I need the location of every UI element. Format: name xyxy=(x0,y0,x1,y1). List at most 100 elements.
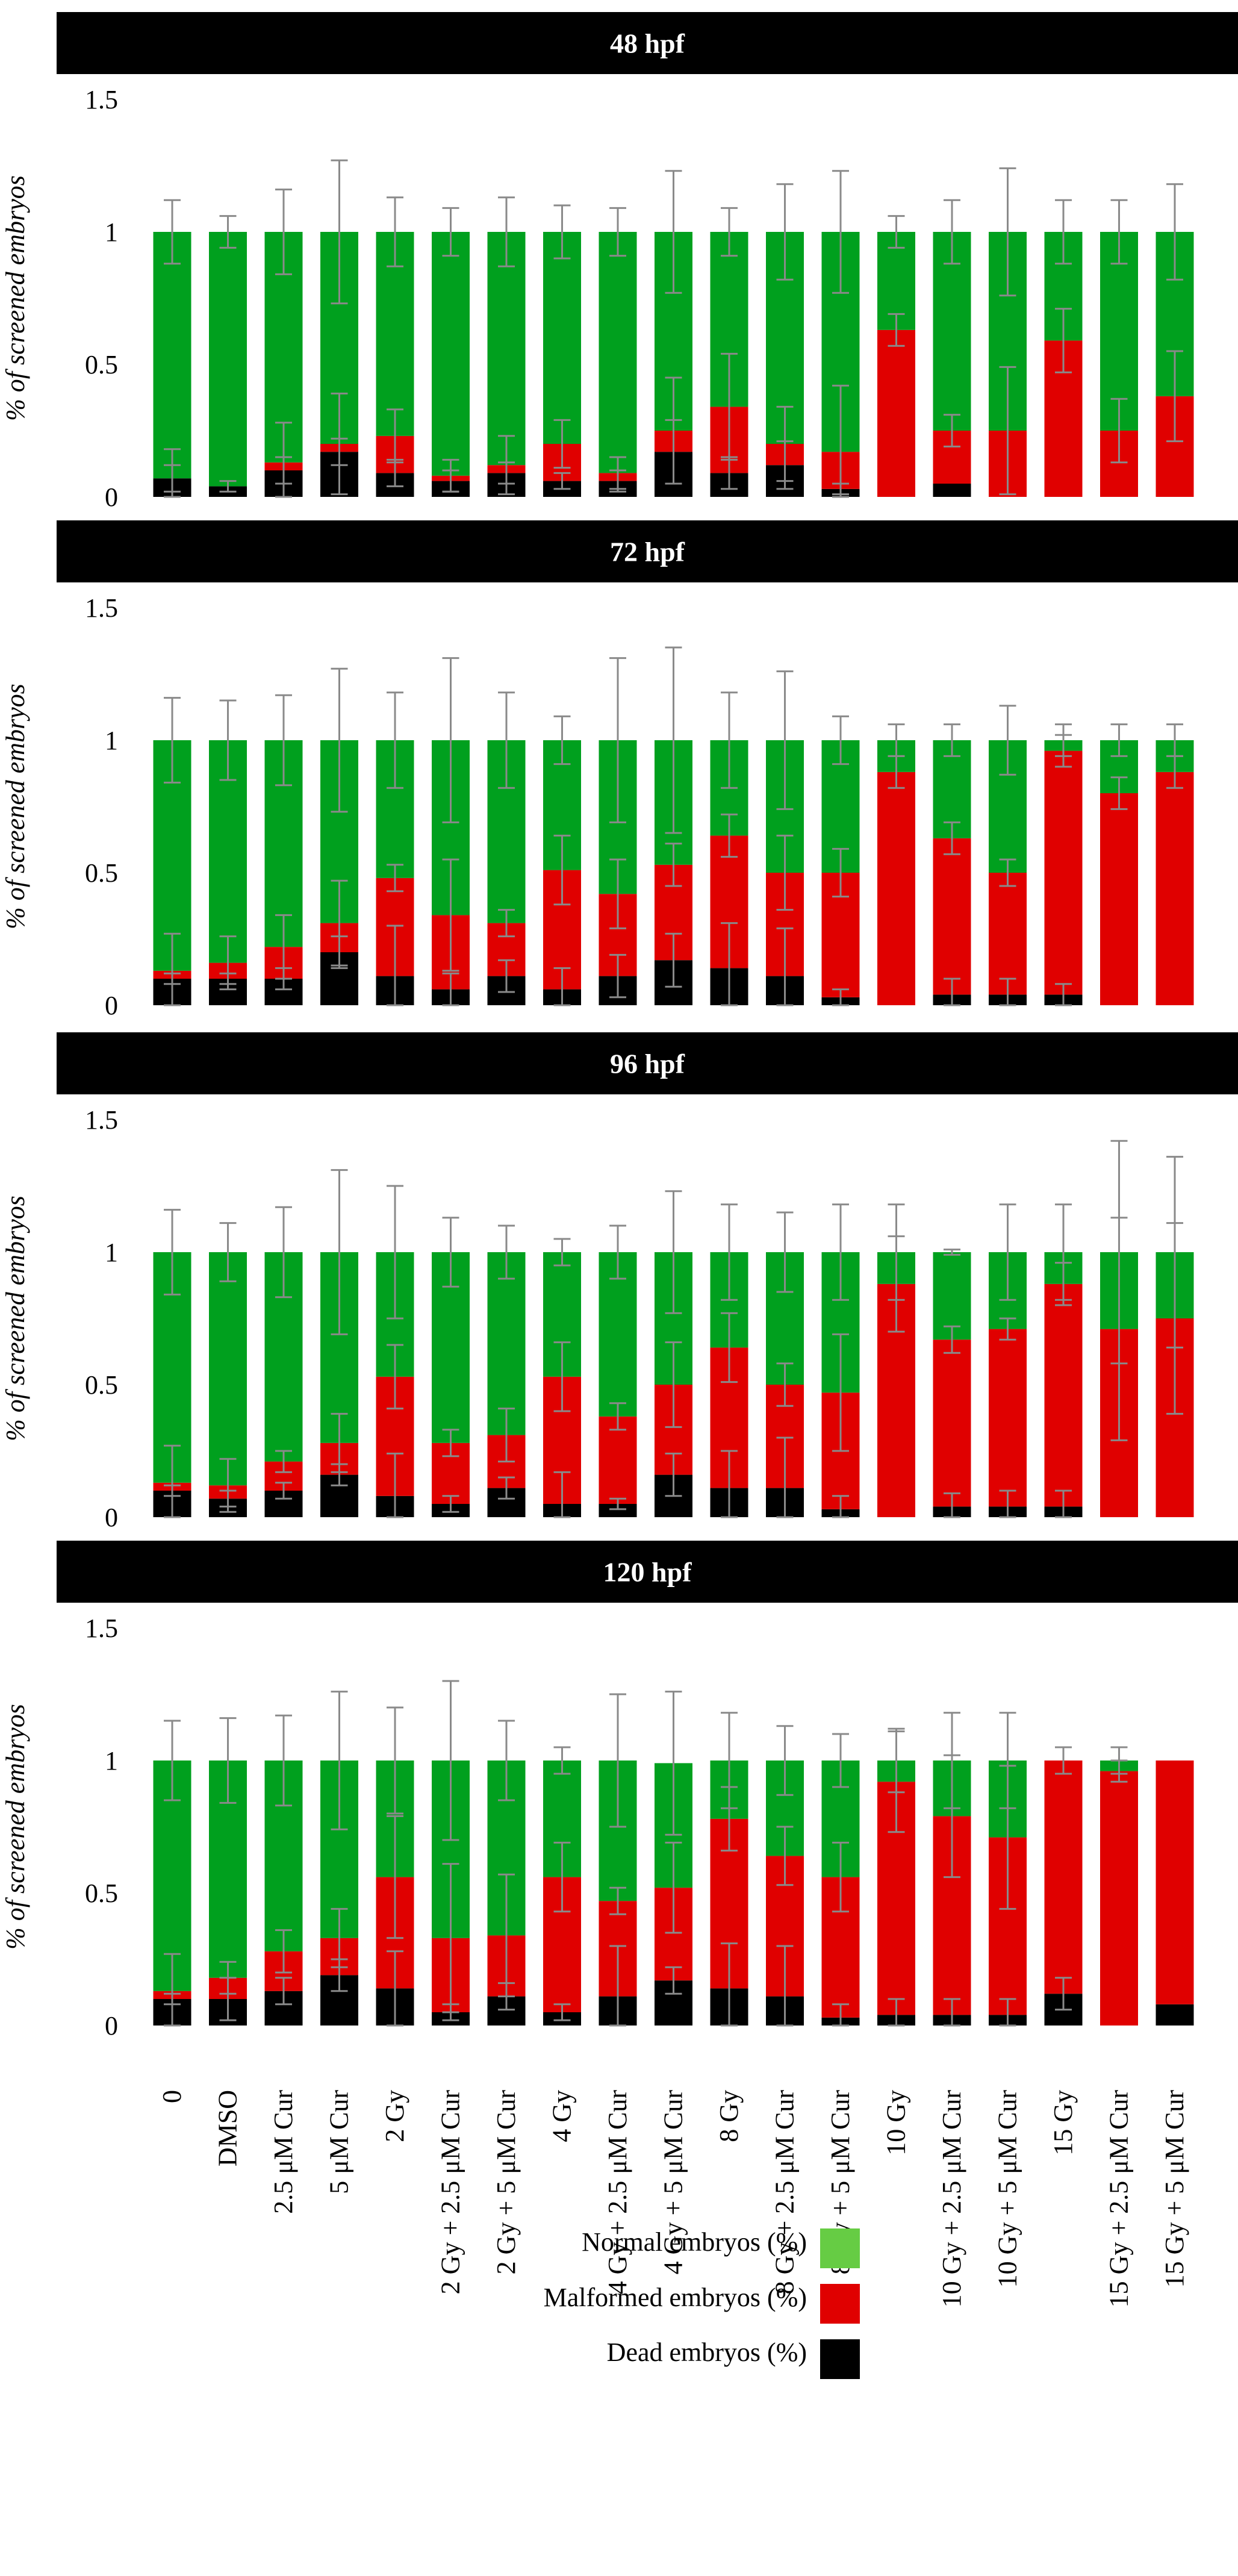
bar-malformed xyxy=(933,1339,971,1507)
y-tick-label: 1.5 xyxy=(85,1105,118,1135)
x-category-label: 15 Gy xyxy=(1048,2090,1078,2156)
error-bar xyxy=(1055,199,1072,265)
error-bar xyxy=(553,1471,571,1518)
error-bar xyxy=(832,1495,849,1518)
panel-title: 72 hpf xyxy=(610,537,685,567)
error-bar xyxy=(999,1317,1016,1341)
error-bar xyxy=(999,1998,1016,2027)
error-bar xyxy=(1110,398,1128,464)
y-tick-label: 1.5 xyxy=(85,593,118,623)
error-bar xyxy=(219,1960,237,1995)
error-bar xyxy=(275,1929,292,1974)
error-bar xyxy=(387,864,403,893)
error-bar xyxy=(442,858,459,972)
error-bar xyxy=(164,932,181,1006)
legend-entry-dead: Dead embryos (%) xyxy=(607,2337,860,2379)
error-bar xyxy=(776,1826,794,1886)
error-bars xyxy=(164,159,1183,498)
error-bars xyxy=(164,1140,1183,1518)
bar-normal xyxy=(432,232,470,476)
error-bar xyxy=(776,927,794,1006)
error-bar xyxy=(498,909,515,938)
error-bar xyxy=(999,1489,1016,1518)
bar-malformed xyxy=(1044,1760,1083,1994)
error-bar xyxy=(609,456,626,490)
error-bar xyxy=(944,723,960,757)
error-bar xyxy=(776,1362,794,1407)
bar-malformed xyxy=(933,838,971,995)
error-bar xyxy=(999,858,1016,887)
error-bar xyxy=(498,1408,515,1463)
error-bar xyxy=(219,1458,237,1513)
error-bar xyxy=(1055,1489,1072,1518)
x-category-label: 8 Gy xyxy=(714,2090,744,2142)
x-category-label: 4 Gy + 2.5 μM Cur xyxy=(603,2090,632,2295)
y-tick-label: 1 xyxy=(105,1238,118,1267)
bar-normal xyxy=(1100,232,1138,431)
error-bar xyxy=(665,170,682,294)
error-bar xyxy=(888,313,905,347)
error-bar xyxy=(331,1907,348,1968)
bar-normal xyxy=(209,232,247,487)
error-bar xyxy=(665,1691,682,1836)
error-bar xyxy=(553,715,571,766)
error-bar xyxy=(944,978,960,1006)
error-bar xyxy=(219,215,237,249)
error-bar xyxy=(776,670,794,810)
error-bar xyxy=(498,1720,515,1801)
error-bar xyxy=(721,1312,738,1383)
error-bar xyxy=(331,879,348,967)
bar-malformed xyxy=(1044,1283,1083,1507)
error-bar xyxy=(164,1444,181,1518)
error-bar xyxy=(331,1691,348,1830)
error-bar xyxy=(776,834,794,911)
error-bar xyxy=(553,967,571,1006)
error-bar xyxy=(498,691,515,789)
error-bar xyxy=(944,414,960,448)
error-bar xyxy=(944,1712,960,1809)
error-bar xyxy=(164,1953,181,2027)
bar-normal xyxy=(209,1252,247,1486)
error-bar xyxy=(387,1344,403,1410)
error-bar xyxy=(1055,1977,1072,2011)
error-bar xyxy=(442,1217,459,1288)
y-tick-label: 1 xyxy=(105,726,118,755)
error-bar xyxy=(164,199,181,265)
bar-normal xyxy=(487,1252,526,1435)
error-bar xyxy=(944,1492,960,1518)
panel-title: 120 hpf xyxy=(603,1557,692,1588)
error-bar xyxy=(442,1495,459,1513)
error-bar xyxy=(832,1203,849,1301)
x-category-label: 4 Gy + 5 μM Cur xyxy=(659,2090,688,2275)
error-bar xyxy=(776,405,794,482)
bar-dead xyxy=(1156,2004,1194,2026)
error-bar xyxy=(553,1341,571,1412)
error-bar xyxy=(331,1412,348,1473)
bar-malformed xyxy=(877,329,915,497)
panel-title: 96 hpf xyxy=(610,1049,685,1079)
error-bar xyxy=(387,1185,403,1320)
error-bar xyxy=(999,978,1016,1006)
bar-normal xyxy=(153,232,191,479)
panel-48-hpf: 48 hpf 0 0.5 1 1.5 % of screened embryos xyxy=(1,12,1238,512)
error-bar xyxy=(387,408,403,464)
error-bar xyxy=(609,1693,626,1828)
error-bar xyxy=(944,199,960,265)
y-tick-label: 1 xyxy=(105,1746,118,1776)
error-bar xyxy=(776,183,794,281)
error-bar xyxy=(164,448,181,498)
error-bar xyxy=(275,914,292,980)
error-bar xyxy=(219,1222,237,1282)
bar-malformed xyxy=(599,1416,637,1504)
x-category-label: 10 Gy xyxy=(882,2090,911,2156)
y-tick-label: 0.5 xyxy=(85,350,118,379)
y-axis-label: % of screened embryos xyxy=(1,1704,30,1950)
panel-96-hpf: 96 hpf 0 0.5 1 1.5 % of screened embryos xyxy=(1,1032,1238,1532)
error-bar xyxy=(498,1873,515,1998)
legend-entry-normal: Normal embryos (%) xyxy=(582,2227,860,2268)
error-bar xyxy=(776,1945,794,2027)
error-bar xyxy=(944,1249,960,1256)
x-category-label: 15 Gy + 5 μM Cur xyxy=(1160,2090,1189,2288)
error-bar xyxy=(832,2003,849,2027)
